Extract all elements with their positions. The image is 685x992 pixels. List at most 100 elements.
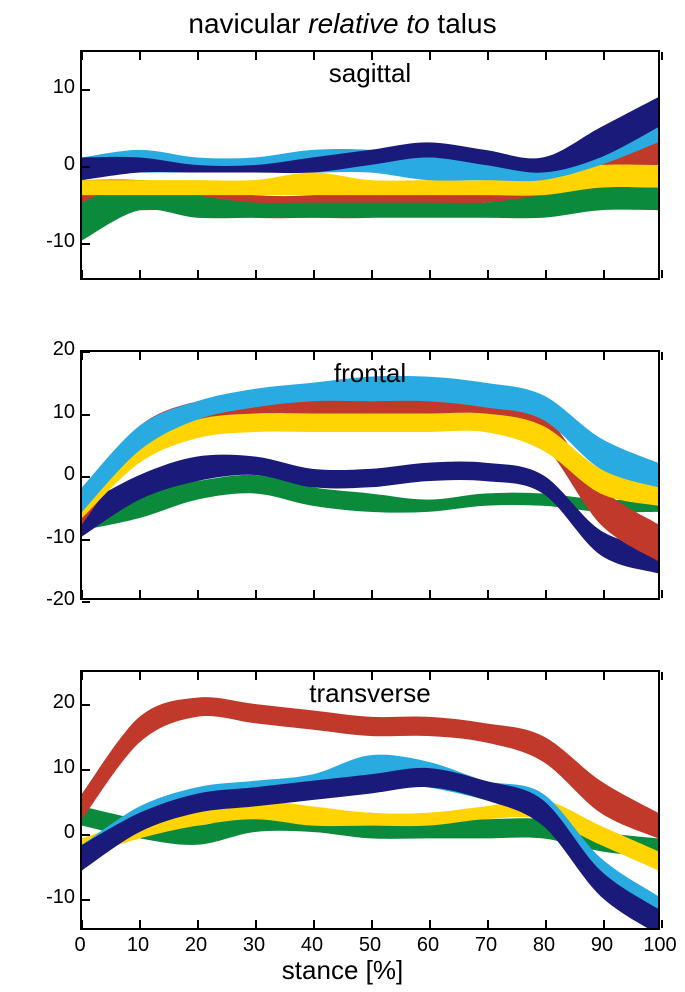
xtick-mark-top [603, 352, 605, 360]
xtick-mark-top [139, 672, 141, 680]
xtick-label: 60 [408, 934, 448, 957]
xtick-mark [429, 270, 431, 278]
xtick-label: 90 [582, 934, 622, 957]
xtick-mark-top [661, 52, 663, 60]
xtick-mark [661, 920, 663, 928]
xtick-mark-top [139, 352, 141, 360]
chart-svg-transverse [82, 672, 658, 928]
xtick-mark [661, 590, 663, 598]
xtick-mark-top [371, 672, 373, 680]
figure: navicular relative to talus sagittal-100… [0, 0, 685, 992]
chart-svg-sagittal [82, 52, 658, 278]
xtick-mark-top [371, 352, 373, 360]
xtick-mark [603, 590, 605, 598]
ytick-label: 20 [15, 691, 75, 714]
ytick-label: 0 [15, 463, 75, 486]
xtick-mark-top [487, 52, 489, 60]
panel-frontal: frontal [80, 350, 660, 600]
ytick-mark [82, 834, 90, 836]
ytick-label: -10 [15, 886, 75, 909]
xtick-mark-top [313, 52, 315, 60]
ytick-mark [82, 351, 90, 353]
xtick-mark-top [313, 352, 315, 360]
xtick-label: 20 [176, 934, 216, 957]
xtick-mark-top [603, 52, 605, 60]
xtick-mark-top [429, 352, 431, 360]
xtick-label: 0 [60, 934, 100, 957]
xtick-mark-top [487, 352, 489, 360]
ytick-mark [82, 704, 90, 706]
xtick-mark [487, 270, 489, 278]
ytick-label: -20 [15, 588, 75, 611]
xtick-mark [255, 920, 257, 928]
xtick-mark [197, 590, 199, 598]
chart-svg-frontal [82, 352, 658, 598]
ytick-mark [82, 476, 90, 478]
ytick-label: -10 [15, 526, 75, 549]
xtick-mark [603, 270, 605, 278]
xtick-mark [429, 590, 431, 598]
xtick-label: 50 [350, 934, 390, 957]
xtick-label: 100 [640, 934, 680, 957]
ytick-label: 10 [15, 756, 75, 779]
ytick-label: -10 [15, 230, 75, 253]
xtick-mark [139, 920, 141, 928]
xtick-mark [487, 920, 489, 928]
xtick-label: 10 [118, 934, 158, 957]
xtick-mark-top [313, 672, 315, 680]
xtick-mark [313, 590, 315, 598]
xtick-mark-top [255, 52, 257, 60]
xtick-mark [255, 270, 257, 278]
x-axis-label: stance [%] [0, 955, 685, 986]
ytick-label: 20 [15, 338, 75, 361]
xtick-mark-top [429, 672, 431, 680]
xtick-mark [487, 590, 489, 598]
xtick-mark-top [429, 52, 431, 60]
ytick-mark [82, 243, 90, 245]
xtick-mark [313, 270, 315, 278]
panel-transverse: transverse [80, 670, 660, 930]
ytick-label: 0 [15, 153, 75, 176]
xtick-mark [255, 590, 257, 598]
xtick-mark [139, 590, 141, 598]
xtick-mark-top [255, 672, 257, 680]
ytick-mark [82, 414, 90, 416]
xtick-mark [81, 270, 83, 278]
xtick-mark [81, 920, 83, 928]
xtick-mark-top [545, 52, 547, 60]
xtick-mark-top [197, 352, 199, 360]
xtick-mark-top [545, 672, 547, 680]
xtick-mark-top [603, 672, 605, 680]
xtick-mark-top [487, 672, 489, 680]
title-italic: relative to [308, 8, 429, 39]
xtick-mark [139, 270, 141, 278]
ytick-mark [82, 539, 90, 541]
xtick-mark-top [197, 52, 199, 60]
xtick-mark-top [81, 352, 83, 360]
xtick-mark [545, 590, 547, 598]
xtick-mark [545, 270, 547, 278]
xtick-mark [313, 920, 315, 928]
xtick-mark-top [139, 52, 141, 60]
xtick-mark-top [255, 352, 257, 360]
xtick-mark [371, 590, 373, 598]
xtick-mark [371, 270, 373, 278]
band-navy [82, 768, 658, 928]
xtick-mark [545, 920, 547, 928]
xtick-mark [371, 920, 373, 928]
xtick-mark [661, 270, 663, 278]
xtick-mark [603, 920, 605, 928]
xtick-label: 40 [292, 934, 332, 957]
title-pre: navicular [188, 8, 308, 39]
xtick-mark-top [81, 672, 83, 680]
xtick-mark [429, 920, 431, 928]
ytick-mark [82, 601, 90, 603]
xtick-mark [197, 270, 199, 278]
ytick-label: 10 [15, 76, 75, 99]
xtick-mark-top [661, 672, 663, 680]
xtick-label: 30 [234, 934, 274, 957]
xtick-mark [81, 590, 83, 598]
title-post: talus [430, 8, 497, 39]
xtick-label: 70 [466, 934, 506, 957]
panel-sagittal: sagittal [80, 50, 660, 280]
